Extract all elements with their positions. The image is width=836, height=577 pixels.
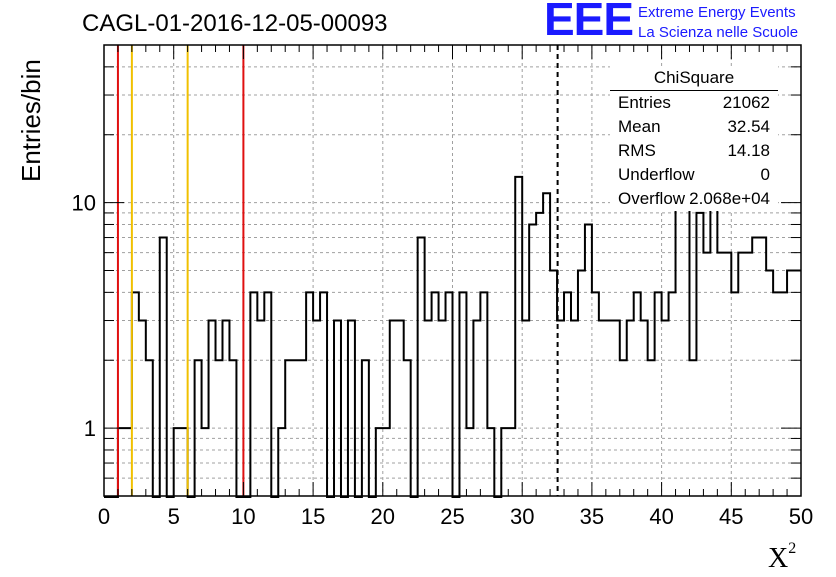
x-tick-label: 30 — [510, 504, 534, 529]
stats-name: Mean — [618, 117, 661, 136]
stats-value: 32.54 — [727, 117, 770, 136]
stats-value: 0 — [760, 165, 770, 184]
stats-value: 2.068e+04 — [689, 189, 770, 208]
stats-value: 14.18 — [727, 141, 770, 160]
stats-row: RMS 14.18 — [610, 139, 778, 163]
x-axis-label: X2 — [768, 540, 796, 575]
x-tick-label: 10 — [231, 504, 255, 529]
brand-line2: La Scienza nelle Scuole — [638, 24, 799, 41]
y-axis-label: Entries/bin — [16, 59, 46, 182]
x-axis-label-sup: 2 — [788, 540, 797, 557]
x-tick-label: 0 — [98, 504, 110, 529]
stats-title: ChiSquare — [610, 66, 778, 91]
stats-row: Underflow 0 — [610, 163, 778, 187]
x-tick-label: 20 — [371, 504, 395, 529]
x-tick-label: 35 — [580, 504, 604, 529]
brand-header: EEE Extreme Energy Events La Scienza nel… — [544, 0, 836, 46]
stats-row: Overflow 2.068e+04 — [610, 187, 778, 211]
x-tick-label: 25 — [440, 504, 464, 529]
stats-box: ChiSquare Entries 21062 Mean 32.54 RMS 1… — [610, 66, 778, 211]
x-tick-label: 45 — [719, 504, 743, 529]
stats-name: Entries — [618, 93, 671, 112]
stats-name: Overflow — [618, 189, 686, 208]
stats-name: Underflow — [618, 165, 695, 184]
stats-value: 21062 — [722, 93, 770, 112]
run-title: CAGL-01-2016-12-05-00093 — [82, 10, 388, 37]
x-tick-label: 15 — [301, 504, 325, 529]
stats-row: Entries 21062 — [610, 91, 778, 115]
stats-name: RMS — [618, 141, 656, 160]
x-tick-label: 5 — [168, 504, 180, 529]
x-tick-label: 40 — [649, 504, 673, 529]
x-tick-label: 50 — [789, 504, 813, 529]
y-tick-label: 10 — [72, 191, 96, 216]
eee-logo: EEE — [544, 0, 634, 45]
brand-line1: Extreme Energy Events — [638, 4, 796, 21]
stats-row: Mean 32.54 — [610, 115, 778, 139]
y-tick-label: 1 — [84, 416, 96, 441]
x-axis-label-base: X — [768, 543, 789, 574]
